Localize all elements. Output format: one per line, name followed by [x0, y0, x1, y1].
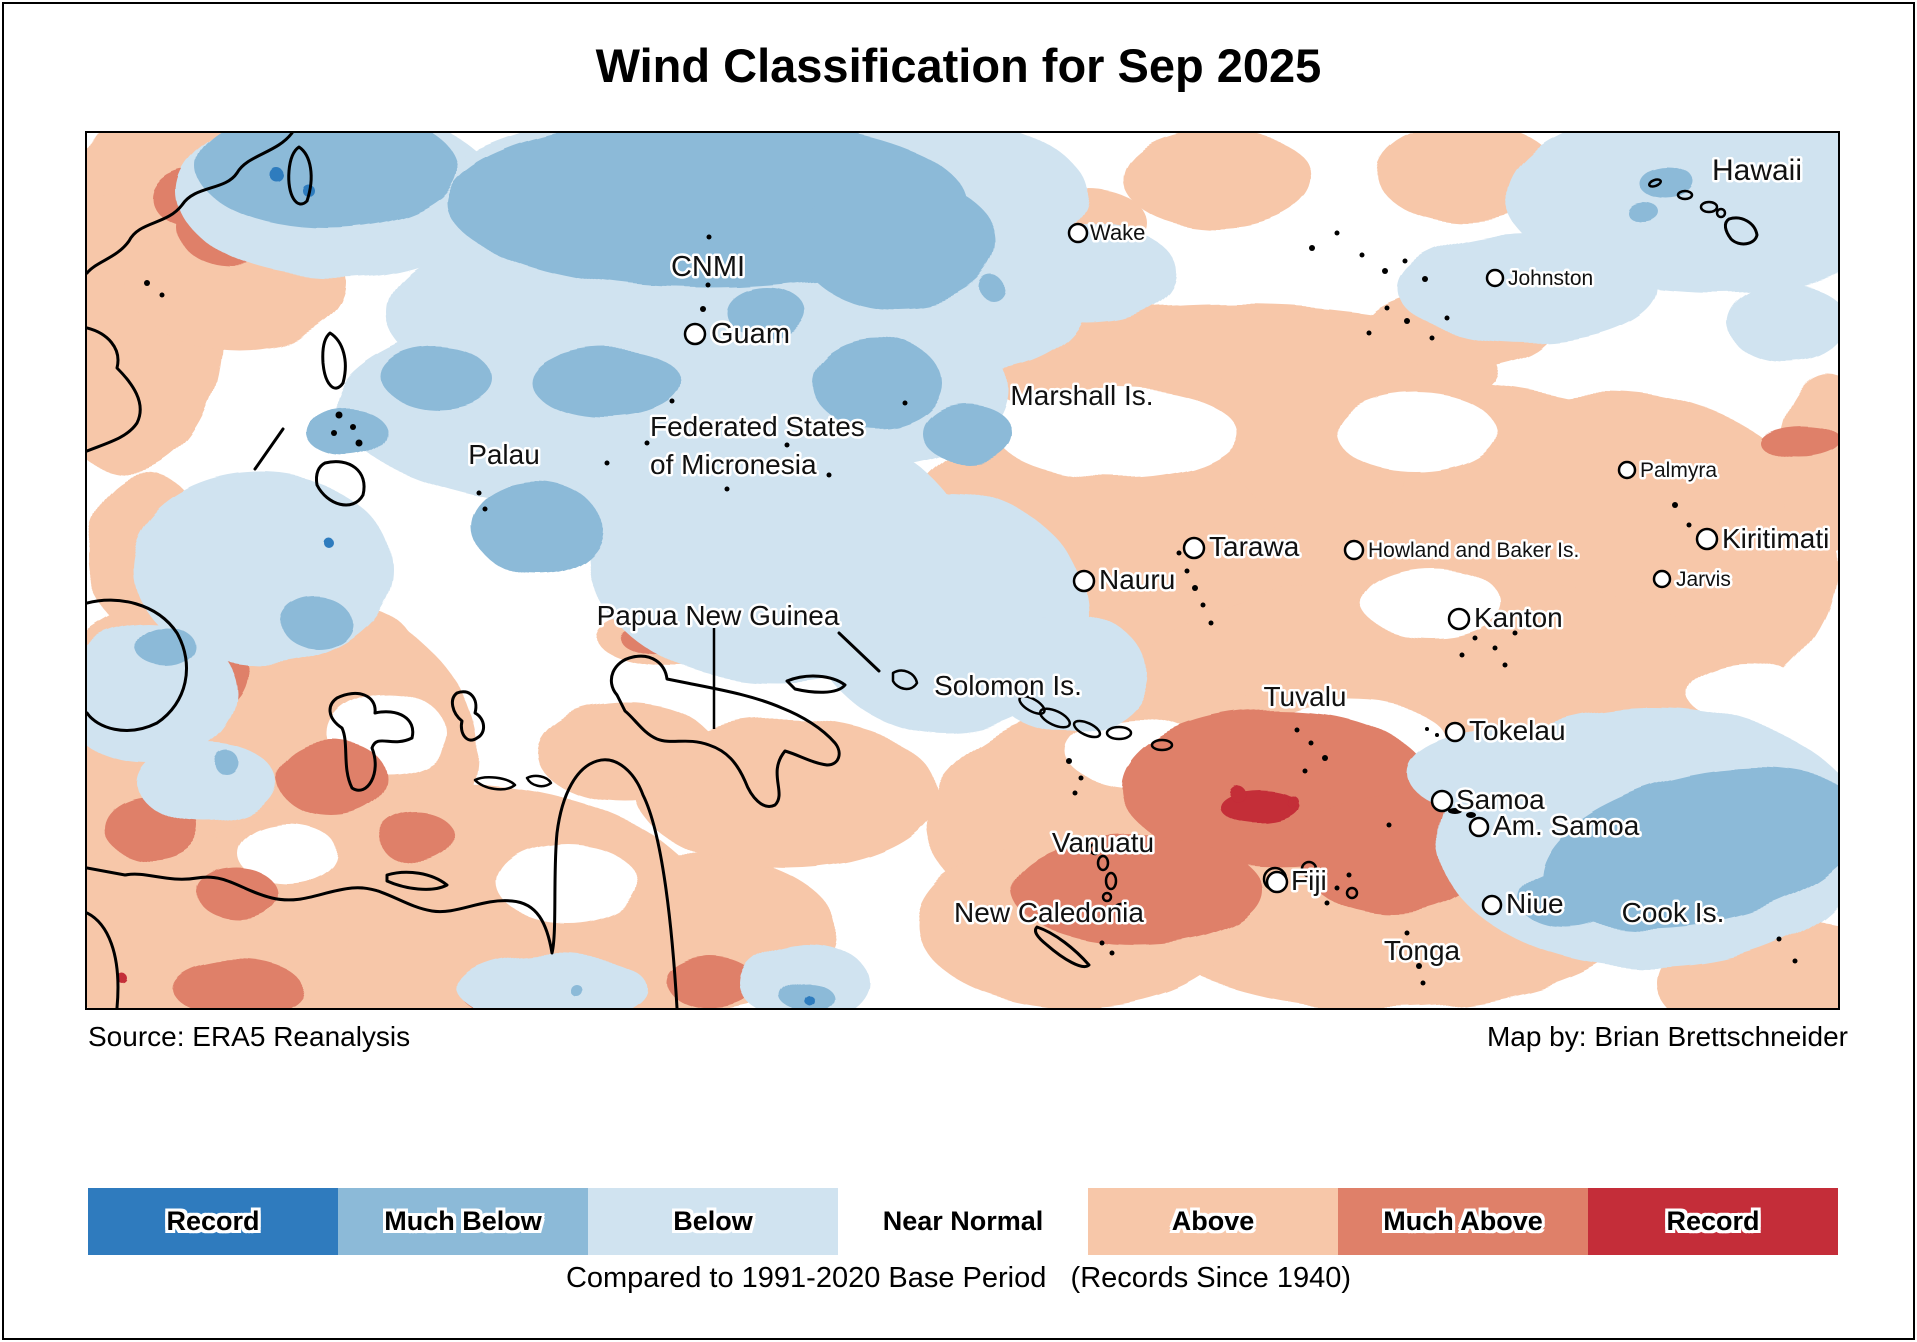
marker-nauru	[1072, 569, 1096, 593]
legend-cell-near-normal-3: Near Normal	[838, 1188, 1088, 1255]
legend-cell-much-below-1: Much Below	[338, 1188, 588, 1255]
marker-kanton	[1447, 607, 1471, 631]
footer: Source: ERA5 Reanalysis Map by: Brian Br…	[88, 1021, 1848, 1061]
legend-label: Record	[1666, 1206, 1760, 1236]
map-labels-layer: Hawaii Wake Johnston CNMI Guam Marshall Is. Pa…	[466, 152, 1832, 969]
credit-text: Map by: Brian Brettschneider	[1486, 1021, 1848, 1052]
marker-kiritimati	[1695, 527, 1719, 551]
legend-label: Below	[673, 1206, 753, 1236]
map-label-palmyra: Palmyra	[1640, 459, 1717, 482]
legend-cell-record-0: Record	[88, 1188, 338, 1255]
map-label-vanuatu: Vanuatu	[1052, 827, 1154, 858]
marker-tokelau	[1444, 721, 1466, 743]
legend-label: Much Above	[1383, 1206, 1543, 1236]
legend-label: Much Below	[384, 1206, 542, 1236]
map-label-wake: Wake	[1090, 220, 1145, 245]
marker-samoa	[1430, 789, 1454, 813]
marker-am-samoa	[1468, 816, 1490, 838]
map-label-papua-new-guinea: Papua New Guinea	[597, 600, 840, 631]
legend-cell-above-4: Above	[1088, 1188, 1338, 1255]
map-label-guam: Guam	[711, 318, 790, 350]
map-label-nauru: Nauru	[1099, 564, 1175, 595]
map-label-am-samoa: Am. Samoa	[1493, 810, 1640, 841]
map-label-samoa: Samoa	[1456, 784, 1545, 815]
map-label-johnston: Johnston	[1508, 267, 1593, 290]
legend-label: Above	[1171, 1206, 1255, 1236]
marker-johnston	[1485, 268, 1505, 288]
marker-howland-baker	[1343, 539, 1365, 561]
anomaly-blobs-layer	[87, 133, 1838, 1008]
map-label-fsm-line2: of Micronesia	[650, 449, 817, 480]
map-label-tokelau: Tokelau	[1469, 715, 1566, 746]
map-label-hawaii: Hawaii	[1712, 154, 1802, 187]
marker-palmyra	[1617, 460, 1637, 480]
coastlines-layer	[87, 133, 1798, 1008]
map-label-cook-is: Cook Is.	[1622, 897, 1725, 928]
map-label-jarvis: Jarvis	[1676, 568, 1731, 591]
wind-classification-map: Hawaii Wake Johnston CNMI Guam Marshall Is. Pa…	[85, 131, 1840, 1010]
marker-wake	[1067, 222, 1089, 244]
legend-cell-much-above-5: Much Above	[1338, 1188, 1588, 1255]
map-label-kiritimati: Kiritimati	[1722, 523, 1829, 554]
atoll-dots	[144, 230, 1798, 986]
record-low-spots	[270, 168, 816, 1007]
legend-label: Near Normal	[882, 1206, 1044, 1236]
map-label-cnmi: CNMI	[671, 251, 745, 283]
much-above-regions	[104, 168, 1838, 1008]
marker-guam	[683, 322, 707, 346]
marker-fiji	[1265, 870, 1289, 894]
legend-cell-below-2: Below	[588, 1188, 838, 1255]
map-label-fiji: Fiji	[1291, 865, 1327, 896]
map-label-howland-baker: Howland and Baker Is.	[1368, 539, 1579, 562]
map-label-kanton: Kanton	[1474, 602, 1563, 633]
legend-label: Record	[166, 1206, 260, 1236]
map-label-palau: Palau	[468, 439, 540, 470]
marker-jarvis	[1652, 569, 1672, 589]
map-canvas: Hawaii Wake Johnston CNMI Guam Marshall Is. Pa…	[87, 133, 1838, 1008]
map-label-marshall-is: Marshall Is.	[1010, 380, 1153, 411]
map-label-tonga: Tonga	[1384, 935, 1461, 966]
marker-tarawa	[1182, 536, 1206, 560]
marker-niue	[1481, 894, 1503, 916]
map-label-niue: Niue	[1506, 888, 1564, 919]
map-label-fsm-line1: Federated States	[650, 411, 865, 442]
source-text: Source: ERA5 Reanalysis	[88, 1021, 411, 1052]
map-label-tarawa: Tarawa	[1209, 531, 1300, 562]
page-title: Wind Classification for Sep 2025	[595, 39, 1322, 92]
map-label-solomon-is: Solomon Is.	[934, 670, 1082, 701]
legend-caption: Compared to 1991-2020 Base Period (Recor…	[565, 1262, 1352, 1294]
much-below-regions	[137, 133, 1838, 1008]
classification-legend: Record Much Below Below Near Normal Above Muc…	[88, 1188, 1838, 1255]
map-label-new-caledonia: New Caledonia	[954, 897, 1144, 928]
map-label-tuvalu: Tuvalu	[1263, 681, 1346, 712]
legend-cell-record-6: Record	[1588, 1188, 1838, 1255]
